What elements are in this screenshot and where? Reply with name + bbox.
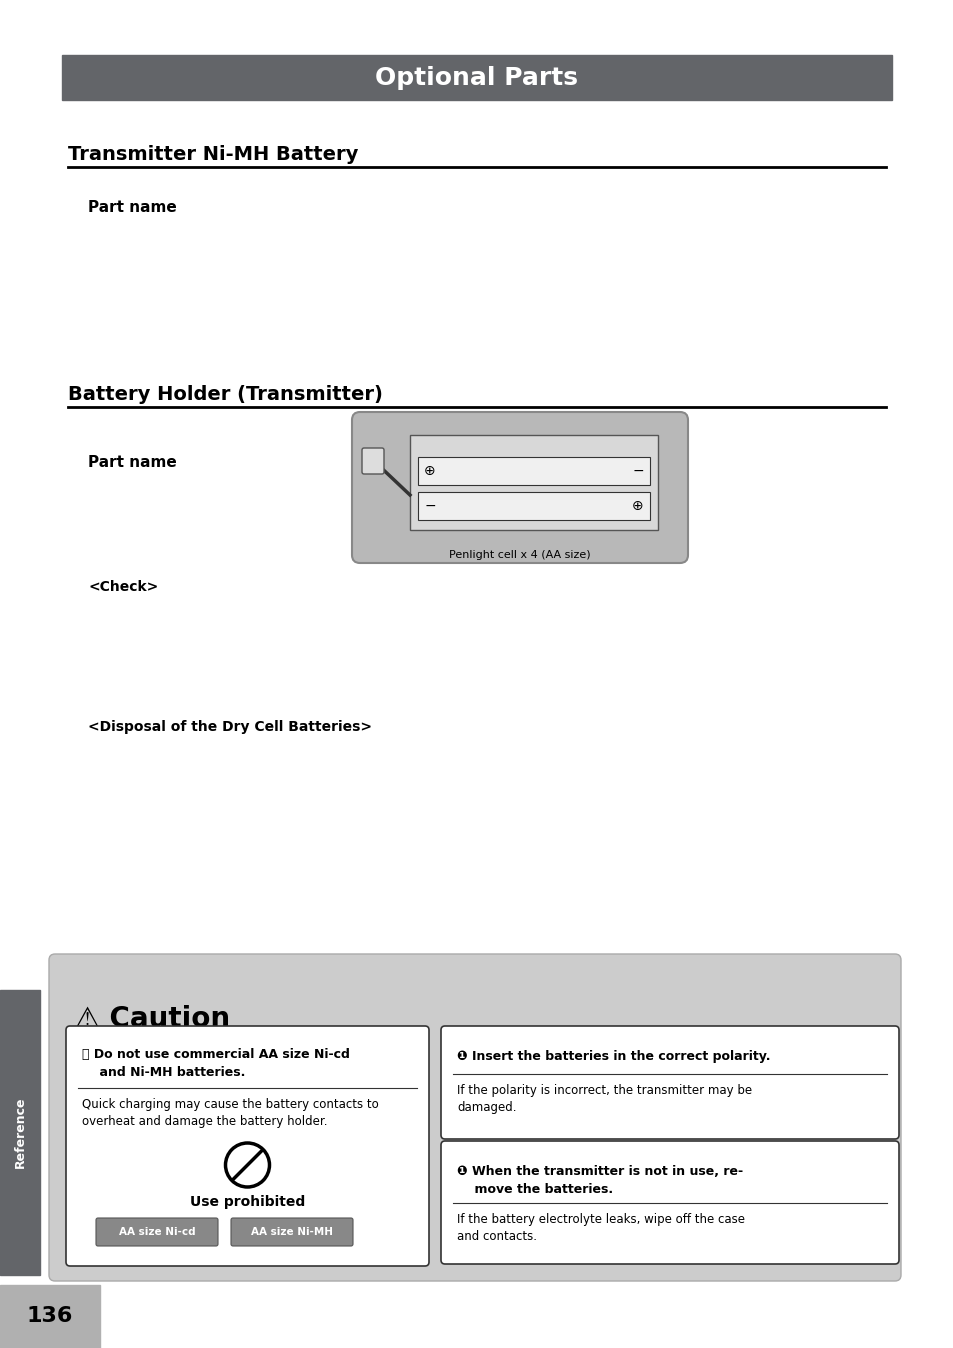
Text: 136: 136 xyxy=(27,1306,73,1326)
FancyBboxPatch shape xyxy=(66,1026,429,1266)
Bar xyxy=(0,1285,100,1348)
Text: <Disposal of the Dry Cell Batteries>: <Disposal of the Dry Cell Batteries> xyxy=(88,720,372,735)
Bar xyxy=(417,457,649,485)
Bar xyxy=(62,55,891,100)
FancyBboxPatch shape xyxy=(352,412,687,563)
Text: <Check>: <Check> xyxy=(88,580,158,594)
FancyBboxPatch shape xyxy=(361,448,384,474)
Text: ❶ When the transmitter is not in use, re-
    move the batteries.: ❶ When the transmitter is not in use, re… xyxy=(456,1165,742,1196)
FancyBboxPatch shape xyxy=(231,1219,353,1246)
FancyBboxPatch shape xyxy=(440,1026,898,1139)
FancyBboxPatch shape xyxy=(49,954,900,1281)
Text: −: − xyxy=(424,499,436,514)
Text: AA size Ni-MH: AA size Ni-MH xyxy=(251,1227,333,1237)
Text: Quick charging may cause the battery contacts to
overheat and damage the battery: Quick charging may cause the battery con… xyxy=(82,1099,378,1128)
Text: Transmitter Ni-MH Battery: Transmitter Ni-MH Battery xyxy=(68,146,358,164)
Text: ❶ Insert the batteries in the correct polarity.: ❶ Insert the batteries in the correct po… xyxy=(456,1050,770,1064)
Bar xyxy=(417,492,649,520)
Bar xyxy=(0,989,40,1275)
Text: Use prohibited: Use prohibited xyxy=(190,1194,305,1209)
Text: ⊕: ⊕ xyxy=(424,464,436,479)
Text: ⃠ Do not use commercial AA size Ni-cd
    and Ni-MH batteries.: ⃠ Do not use commercial AA size Ni-cd an… xyxy=(82,1047,350,1078)
FancyBboxPatch shape xyxy=(96,1219,218,1246)
Text: Optional Parts: Optional Parts xyxy=(375,66,578,89)
Text: Part name: Part name xyxy=(88,200,176,214)
Bar xyxy=(410,435,658,530)
Text: Penlight cell x 4 (AA size): Penlight cell x 4 (AA size) xyxy=(449,550,590,559)
Text: AA size Ni-cd: AA size Ni-cd xyxy=(118,1227,195,1237)
Text: −: − xyxy=(632,464,643,479)
Text: ⊕: ⊕ xyxy=(632,499,643,514)
Text: ⚠ Caution: ⚠ Caution xyxy=(75,1006,230,1033)
Text: If the polarity is incorrect, the transmitter may be
damaged.: If the polarity is incorrect, the transm… xyxy=(456,1084,751,1113)
FancyBboxPatch shape xyxy=(440,1140,898,1264)
Text: Reference: Reference xyxy=(13,1097,27,1169)
Text: Battery Holder (Transmitter): Battery Holder (Transmitter) xyxy=(68,386,382,404)
Text: Part name: Part name xyxy=(88,456,176,470)
Text: If the battery electrolyte leaks, wipe off the case
and contacts.: If the battery electrolyte leaks, wipe o… xyxy=(456,1213,744,1243)
